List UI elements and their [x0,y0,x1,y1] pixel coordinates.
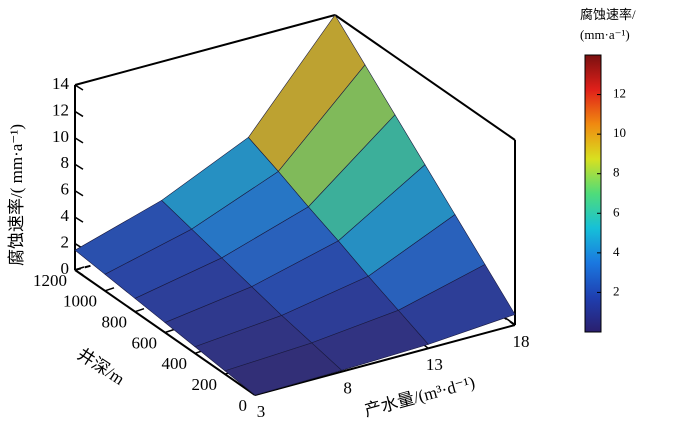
colorbar-tick-label: 2 [613,283,620,298]
colorbar-title: (mm·a⁻¹) [580,27,630,42]
colorbar-tick-label: 6 [613,204,620,219]
y-tick [164,328,175,334]
x-axis-title: 产水量/(m³·d⁻¹) [362,373,477,421]
z-tick-label: 2 [61,232,70,251]
box-edge [334,14,516,141]
z-tick [74,110,84,118]
colorbar-tick-label: 12 [613,86,626,101]
z-tick-label: 4 [61,206,70,225]
y-tick-label: 1200 [33,271,67,290]
z-tick [74,84,84,91]
y-tick [104,287,115,292]
y-tick [134,307,145,313]
z-tick-label: 10 [52,127,69,146]
y-tick-label: 1000 [63,292,97,311]
z-tick [74,216,84,223]
surface-patch [224,342,343,396]
z-axis-title: 腐蚀速率/( mm·a⁻¹) [7,124,26,266]
y-tick-label: 0 [239,396,248,415]
x-tick-label: 18 [513,332,530,351]
y-tick-label: 800 [102,313,128,332]
z-tick-label: 6 [61,180,70,199]
colorbar [584,54,602,333]
x-tick-label: 8 [343,379,352,398]
colorbar-tick-label: 4 [613,244,620,259]
y-tick-label: 400 [162,354,188,373]
z-tick-label: 0 [61,259,70,278]
surface [74,14,516,396]
z-tick [74,190,84,197]
y-axis-title: 井深/m [74,345,128,389]
z-tick-label: 12 [52,100,69,119]
y-tick-label: 600 [132,333,158,352]
colorbar-tick-label: 8 [613,165,620,180]
z-tick [74,269,84,276]
y-tick-label: 200 [192,375,218,394]
box-edge [74,14,336,86]
colorbar-title: 腐蚀速率/ [580,7,636,22]
z-tick-label: 14 [52,74,70,93]
x-tick-label: 13 [426,355,443,374]
z-tick-label: 8 [61,153,70,172]
colorbar-tick-label: 10 [613,125,626,140]
box-edge [254,324,516,396]
z-tick [74,163,84,170]
x-tick [506,318,516,326]
y-tick [74,266,85,271]
x-tick-label: 3 [257,402,266,421]
z-tick [74,137,84,144]
